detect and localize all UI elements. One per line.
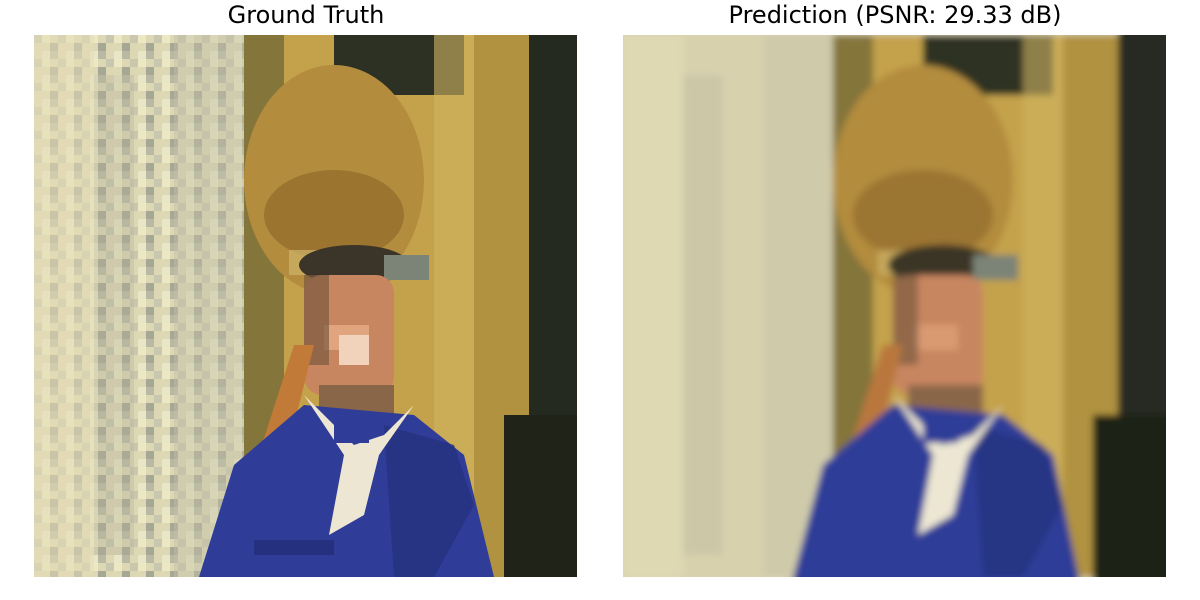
photo-scene-blurred — [623, 35, 1166, 577]
ground-truth-title: Ground Truth — [227, 1, 385, 29]
photo-scene — [34, 35, 577, 577]
ground-truth-panel: Ground Truth — [34, 0, 578, 600]
prediction-panel: Prediction (PSNR: 29.33 dB) — [623, 0, 1167, 600]
prediction-photo — [623, 35, 1166, 577]
prediction-image — [623, 35, 1166, 577]
prediction-title: Prediction (PSNR: 29.33 dB) — [728, 1, 1062, 29]
ground-truth-image — [34, 35, 577, 577]
ground-truth-photo — [34, 35, 577, 577]
